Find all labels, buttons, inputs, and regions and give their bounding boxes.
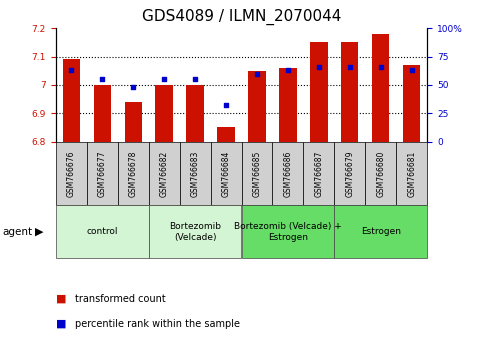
- Text: GSM766678: GSM766678: [128, 150, 138, 197]
- Point: [346, 64, 354, 70]
- Bar: [311, 42, 327, 142]
- Text: GSM766685: GSM766685: [253, 150, 261, 197]
- Text: ▶: ▶: [35, 227, 44, 237]
- Text: GSM766684: GSM766684: [222, 150, 230, 197]
- Point: [377, 64, 385, 70]
- Bar: [272, 142, 303, 205]
- Bar: [403, 65, 421, 142]
- Text: agent: agent: [2, 227, 32, 237]
- Text: Bortezomib (Velcade) +
Estrogen: Bortezomib (Velcade) + Estrogen: [234, 222, 342, 241]
- Text: GSM766679: GSM766679: [345, 150, 355, 197]
- Text: GSM766687: GSM766687: [314, 150, 324, 197]
- Text: GSM766680: GSM766680: [376, 150, 385, 197]
- Text: GDS4089 / ILMN_2070044: GDS4089 / ILMN_2070044: [142, 9, 341, 25]
- Bar: [211, 142, 242, 205]
- Bar: [242, 205, 334, 258]
- Bar: [62, 59, 80, 142]
- Bar: [303, 142, 334, 205]
- Bar: [242, 142, 272, 205]
- Bar: [56, 142, 86, 205]
- Bar: [180, 142, 211, 205]
- Text: ■: ■: [56, 294, 66, 304]
- Point: [284, 67, 292, 73]
- Text: Bortezomib
(Velcade): Bortezomib (Velcade): [169, 222, 221, 241]
- Bar: [341, 42, 358, 142]
- Bar: [217, 127, 235, 142]
- Bar: [125, 102, 142, 142]
- Bar: [56, 205, 149, 258]
- Text: GSM766682: GSM766682: [159, 150, 169, 196]
- Text: GSM766676: GSM766676: [67, 150, 75, 197]
- Point: [67, 67, 75, 73]
- Text: ■: ■: [56, 319, 66, 329]
- Bar: [280, 68, 297, 142]
- Text: transformed count: transformed count: [75, 294, 166, 304]
- Point: [315, 64, 323, 70]
- Bar: [156, 85, 172, 142]
- Bar: [186, 85, 203, 142]
- Bar: [248, 71, 266, 142]
- Bar: [397, 142, 427, 205]
- Bar: [86, 142, 117, 205]
- Bar: [149, 205, 242, 258]
- Point: [160, 76, 168, 82]
- Text: GSM766686: GSM766686: [284, 150, 293, 197]
- Bar: [117, 142, 149, 205]
- Point: [191, 76, 199, 82]
- Text: GSM766677: GSM766677: [98, 150, 107, 197]
- Text: percentile rank within the sample: percentile rank within the sample: [75, 319, 240, 329]
- Point: [408, 67, 416, 73]
- Point: [253, 71, 261, 76]
- Point: [222, 103, 230, 108]
- Text: control: control: [86, 227, 118, 236]
- Bar: [334, 205, 427, 258]
- Text: GSM766681: GSM766681: [408, 150, 416, 196]
- Bar: [366, 142, 397, 205]
- Bar: [94, 85, 111, 142]
- Bar: [149, 142, 180, 205]
- Point: [129, 84, 137, 90]
- Bar: [372, 34, 389, 142]
- Bar: [334, 142, 366, 205]
- Text: Estrogen: Estrogen: [361, 227, 401, 236]
- Point: [98, 76, 106, 82]
- Text: GSM766683: GSM766683: [190, 150, 199, 197]
